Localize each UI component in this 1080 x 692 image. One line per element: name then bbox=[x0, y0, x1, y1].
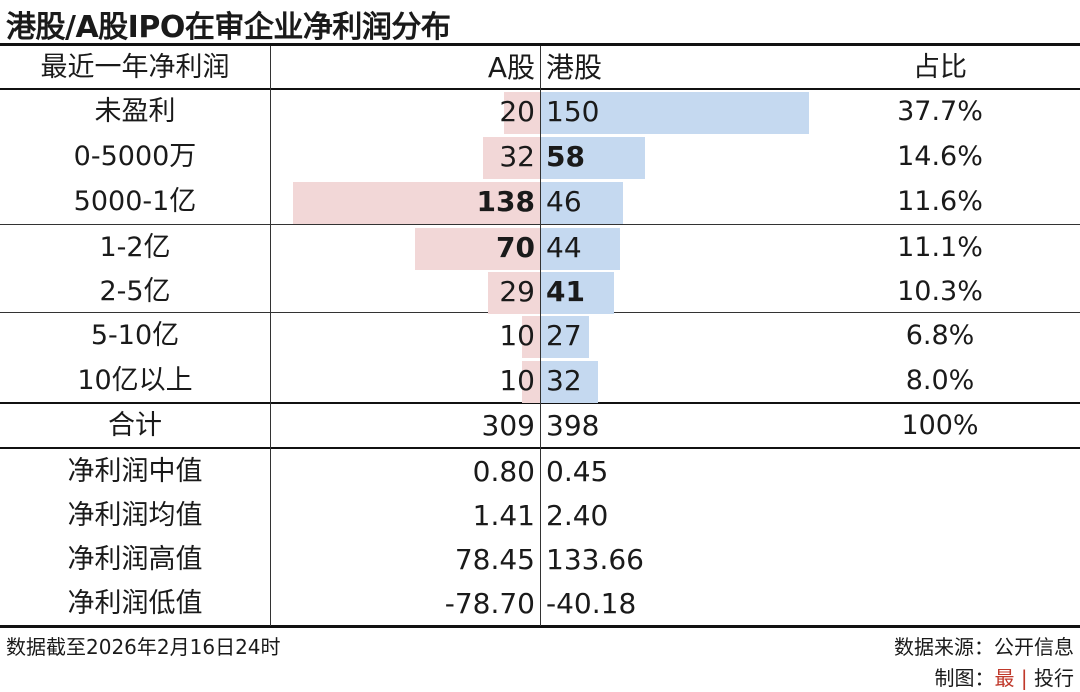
total-h: 398 bbox=[546, 409, 600, 442]
a-share-value: 138 bbox=[476, 185, 535, 218]
hk-share-bar bbox=[541, 272, 615, 314]
a-share-value: 32 bbox=[499, 140, 535, 173]
table-row: 1-2亿 70 44 11.1% bbox=[0, 226, 1080, 270]
stat-h: -40.18 bbox=[546, 587, 637, 620]
bottom-rule bbox=[0, 625, 1080, 628]
a-share-value: 10 bbox=[499, 319, 535, 352]
a-share-value: 70 bbox=[496, 231, 535, 264]
share-value: 11.1% bbox=[897, 232, 983, 263]
a-share-bar bbox=[414, 228, 540, 270]
total-row: 合计 309 398 100% bbox=[0, 404, 1080, 448]
divider-center bbox=[540, 46, 541, 626]
share-value: 11.6% bbox=[897, 186, 983, 217]
table-row: 2-5亿 29 41 10.3% bbox=[0, 270, 1080, 314]
share-value: 14.6% bbox=[897, 141, 983, 172]
share-value: 10.3% bbox=[897, 276, 983, 307]
header-share: 占比 bbox=[913, 52, 967, 83]
a-share-bar bbox=[482, 137, 540, 179]
category-label: 5000-1亿 bbox=[73, 186, 197, 217]
credit: 制图：最 | 投行 bbox=[935, 662, 1074, 691]
top-rule bbox=[0, 43, 1080, 46]
hk-share-bar bbox=[541, 228, 620, 270]
total-a: 309 bbox=[481, 409, 535, 442]
hk-share-value: 32 bbox=[546, 364, 582, 397]
hk-share-bar bbox=[541, 316, 590, 358]
a-share-bar bbox=[522, 361, 540, 403]
header-a-share: A股 bbox=[487, 51, 535, 84]
header-hk-share: 港股 bbox=[546, 51, 603, 84]
a-share-bar bbox=[293, 182, 540, 224]
stat-row-high: 净利润高值 78.45 133.66 bbox=[0, 538, 1080, 582]
date-note: 数据截至2026年2月16日24时 bbox=[6, 635, 281, 659]
table-row: 5-10亿 10 27 6.8% bbox=[0, 314, 1080, 358]
divider-label bbox=[270, 46, 271, 626]
header-net-profit: 最近一年净利润 bbox=[40, 52, 230, 83]
stat-h: 2.40 bbox=[546, 499, 609, 532]
hk-share-bar bbox=[541, 361, 599, 403]
table-row: 10亿以上 10 32 8.0% bbox=[0, 359, 1080, 403]
table-row: 未盈利 20 150 37.7% bbox=[0, 90, 1080, 134]
share-value: 8.0% bbox=[905, 365, 975, 396]
share-value: 6.8% bbox=[905, 320, 975, 351]
hk-share-bar bbox=[541, 137, 645, 179]
a-share-bar bbox=[504, 92, 540, 134]
hk-share-value: 27 bbox=[546, 319, 582, 352]
credit-separator: | bbox=[1020, 666, 1028, 690]
total-pct: 100% bbox=[901, 410, 979, 441]
hk-share-value: 44 bbox=[546, 231, 582, 264]
hk-share-value: 58 bbox=[546, 140, 585, 173]
a-share-value: 29 bbox=[499, 275, 535, 308]
total-label: 合计 bbox=[108, 410, 162, 441]
table-row: 0-5000万 32 58 14.6% bbox=[0, 135, 1080, 179]
a-share-bar bbox=[522, 316, 540, 358]
a-share-value: 10 bbox=[499, 364, 535, 397]
page-title: 港股/A股IPO在审企业净利润分布 bbox=[6, 10, 451, 45]
category-label: 未盈利 bbox=[94, 96, 176, 127]
stat-a: -78.70 bbox=[444, 587, 535, 620]
data-source: 数据来源：公开信息 bbox=[894, 635, 1074, 659]
hk-share-value: 41 bbox=[546, 275, 585, 308]
a-share-value: 20 bbox=[499, 95, 535, 128]
stat-a: 0.80 bbox=[472, 455, 535, 488]
stat-a: 1.41 bbox=[472, 499, 535, 532]
stat-a: 78.45 bbox=[454, 543, 535, 576]
credit-prefix: 制图： bbox=[934, 666, 995, 690]
stat-h: 133.66 bbox=[546, 543, 644, 576]
hk-share-bar bbox=[541, 182, 624, 224]
table-row: 5000-1亿 138 46 11.6% bbox=[0, 180, 1080, 224]
share-value: 37.7% bbox=[897, 96, 983, 127]
hk-share-bar bbox=[541, 92, 809, 134]
category-label: 10亿以上 bbox=[77, 365, 193, 396]
a-share-bar bbox=[488, 272, 540, 314]
stat-label: 净利润中值 bbox=[67, 456, 203, 487]
hk-share-value: 46 bbox=[546, 185, 582, 218]
stat-label: 净利润高值 bbox=[67, 544, 203, 575]
credit-name: 投行 bbox=[1034, 666, 1074, 690]
category-label: 0-5000万 bbox=[73, 141, 197, 172]
stat-h: 0.45 bbox=[546, 455, 609, 488]
hk-share-value: 150 bbox=[546, 95, 600, 128]
table-header: 最近一年净利润 A股 港股 占比 bbox=[0, 46, 1080, 90]
category-label: 1-2亿 bbox=[99, 232, 171, 263]
stat-row-mean: 净利润均值 1.41 2.40 bbox=[0, 494, 1080, 538]
stat-row-median: 净利润中值 0.80 0.45 bbox=[0, 450, 1080, 494]
stat-row-low: 净利润低值 -78.70 -40.18 bbox=[0, 582, 1080, 626]
category-label: 2-5亿 bbox=[99, 276, 171, 307]
category-label: 5-10亿 bbox=[90, 320, 180, 351]
stat-label: 净利润均值 bbox=[67, 500, 203, 531]
credit-mark: 最 bbox=[994, 666, 1015, 690]
stat-label: 净利润低值 bbox=[67, 588, 203, 619]
